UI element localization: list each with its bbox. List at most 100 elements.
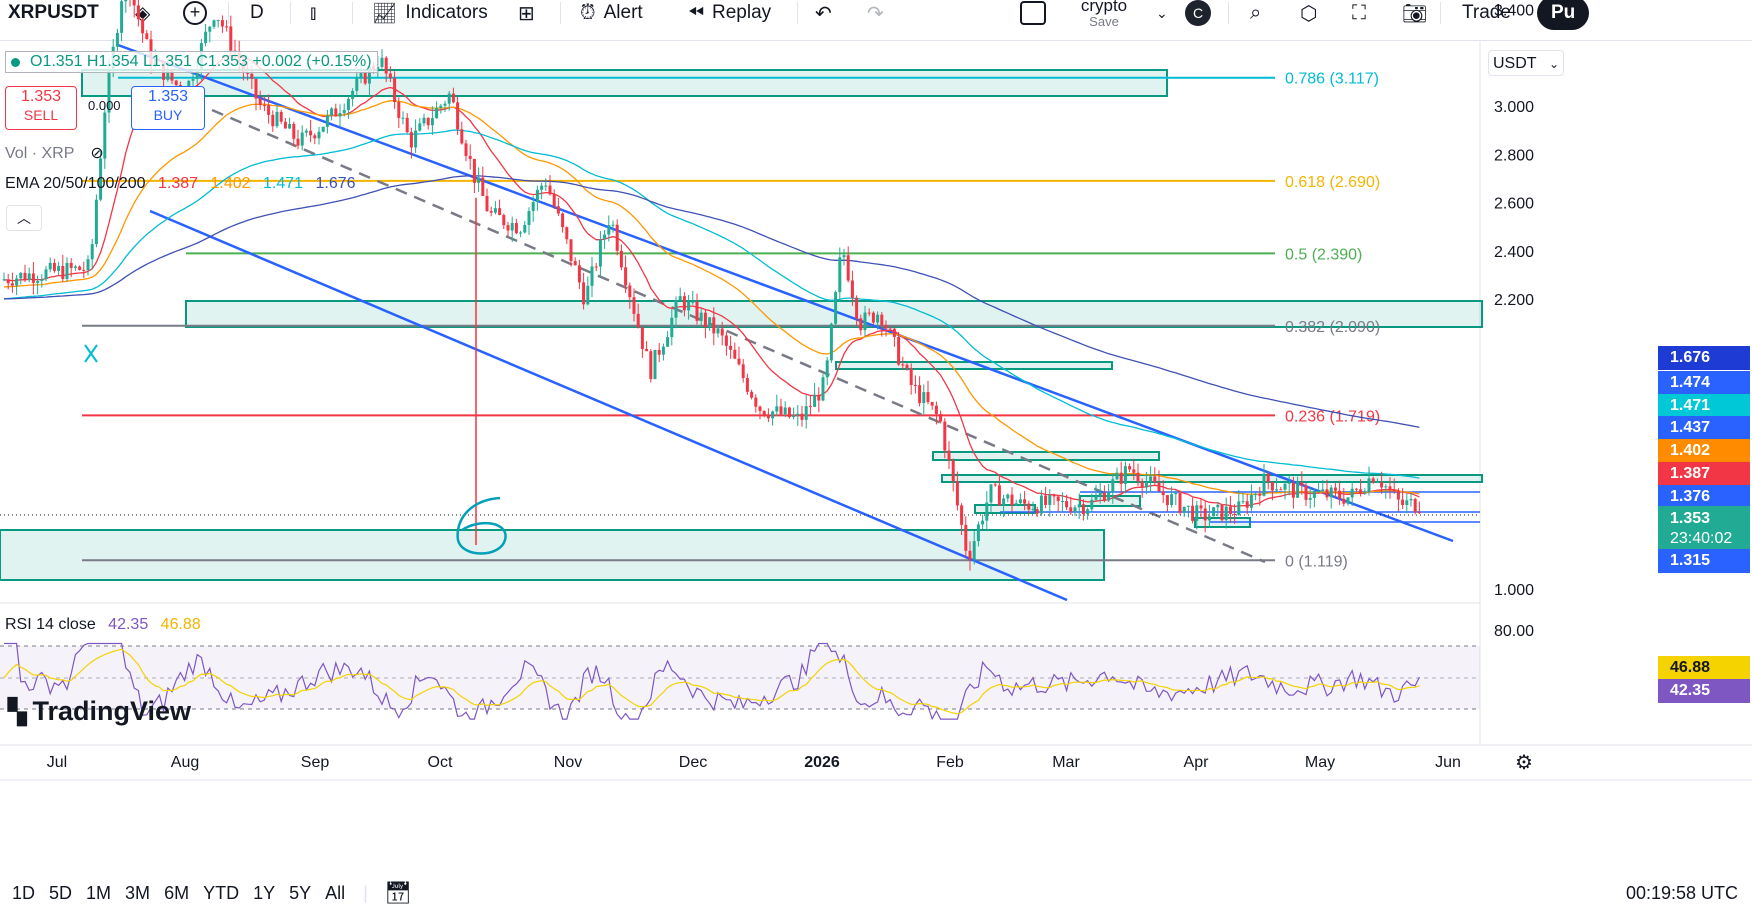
candle-body <box>78 266 82 270</box>
annotation-cross-drawing[interactable] <box>84 344 98 363</box>
sell-button[interactable]: 1.353 SELL <box>5 86 77 130</box>
timeframe-ytd[interactable]: YTD <box>203 882 240 903</box>
candle-body <box>262 105 266 107</box>
rsi-line <box>4 642 1420 721</box>
zone-2390[interactable] <box>185 300 1483 328</box>
fullscreen-icon[interactable]: ⛶ <box>1352 1 1366 24</box>
candle-body <box>191 78 195 81</box>
quick-search-icon[interactable]: ⌕ <box>1250 1 1262 24</box>
chart-settings-gear-icon[interactable]: ⚙ <box>1515 752 1533 774</box>
candle-body <box>31 273 35 283</box>
candle-body <box>1002 498 1006 506</box>
time-axis[interactable]: Jul Aug Sep Oct Nov Dec 2026 Feb Mar Apr May Jun <box>47 754 1461 771</box>
candle-body <box>1270 482 1274 491</box>
candle-body <box>124 0 128 2</box>
timeframe-3m[interactable]: 3M <box>125 882 151 903</box>
candle-body <box>1228 506 1232 514</box>
candle-body <box>985 502 989 521</box>
time-axis-label: Feb <box>936 754 964 771</box>
timeframe-1d[interactable]: 1D <box>12 882 36 903</box>
time-axis-label: Jun <box>1435 754 1461 771</box>
layout-name-button[interactable]: crypto Save <box>1076 0 1132 29</box>
undo-icon[interactable]: ↶ <box>815 2 832 25</box>
candle-body <box>204 31 208 44</box>
candle-body <box>720 328 724 336</box>
timeframe-1y[interactable]: 1Y <box>253 882 276 903</box>
candle-body <box>947 450 951 461</box>
templates-icon[interactable]: ⊞ <box>518 2 535 25</box>
candle-body <box>136 5 140 20</box>
interval-button[interactable]: D <box>250 0 264 26</box>
buy-button[interactable]: 1.353 BUY <box>131 86 205 130</box>
rsi-tag: 46.88 <box>1658 656 1750 680</box>
candle-body <box>825 360 829 378</box>
price-axis[interactable]: 3.4003.2003.0002.8002.6002.4002.2001.000… <box>1494 2 1534 640</box>
candle-body <box>821 377 825 401</box>
candle-body <box>86 259 90 271</box>
candle-body <box>1102 492 1106 501</box>
ema-line <box>3 100 1420 495</box>
indicators-label: Indicators <box>405 2 488 23</box>
candle-body <box>27 273 31 281</box>
symbol-search[interactable]: XRPUSDT <box>8 0 99 26</box>
candle-body <box>275 111 279 127</box>
candle-body <box>99 158 103 200</box>
candle-body <box>342 110 346 114</box>
date-range-calendar-icon[interactable]: 📅︎ <box>383 880 412 905</box>
candle-body <box>23 272 27 281</box>
rsi-ma-line <box>3 648 1420 715</box>
channel-upper-line[interactable] <box>117 43 1454 543</box>
candle-body <box>1304 485 1308 500</box>
timeframe-all[interactable]: All <box>325 882 346 903</box>
alert-button[interactable]: ⏰︎ Alert <box>580 0 643 26</box>
tradingview-logo: ▚ TradingView <box>8 696 191 727</box>
replay-button[interactable]: ⏪︎ Replay <box>688 0 771 26</box>
volume-legend: Vol · XRP ⊘ <box>5 143 104 163</box>
publish-button[interactable]: Pu <box>1537 0 1590 30</box>
fib-retracement[interactable]: 1 (3.661)0.786 (3.117)0.618 (2.690)0.5 (… <box>82 0 1380 570</box>
camera-snapshot-icon[interactable]: 📷︎ <box>1402 2 1428 25</box>
indicators-button[interactable]: 📈︎ Indicators <box>372 0 488 26</box>
candle-body <box>208 26 212 32</box>
demand-zone-bottom[interactable] <box>0 529 1105 581</box>
supply-zone-top[interactable] <box>81 69 1168 97</box>
alert-clock-icon: ⏰︎ <box>580 1 596 24</box>
hide-eye-icon[interactable]: ⊘ <box>90 145 104 162</box>
ema100-value: 1.471 <box>263 175 304 192</box>
compare-add-icon[interactable]: + <box>183 0 215 26</box>
currency-selector[interactable]: USDT ⌄ <box>1488 50 1564 76</box>
layout-dropdown-chevron-icon[interactable]: ⌄ <box>1156 4 1168 21</box>
candle-body <box>296 138 300 146</box>
timeframe-1m[interactable]: 1M <box>86 882 112 903</box>
candle-body <box>498 208 502 216</box>
candle-body <box>1052 495 1056 497</box>
candle-body <box>1300 482 1304 486</box>
candle-body <box>561 213 565 228</box>
candle-body <box>699 312 703 321</box>
candle-body <box>1291 482 1295 498</box>
candle-body <box>514 222 518 234</box>
candle-body <box>1245 501 1249 508</box>
utc-clock[interactable]: 00:19:58 UTC <box>1625 882 1738 903</box>
timeframe-5d[interactable]: 5D <box>49 882 73 903</box>
zone-small-3[interactable] <box>941 474 1483 483</box>
redo-icon[interactable]: ↷ <box>867 2 884 25</box>
layout-square-icon[interactable] <box>1020 0 1046 26</box>
candle-body <box>1073 507 1077 513</box>
settings-gear-icon[interactable]: ⬡ <box>1300 2 1318 25</box>
timeframe-6m[interactable]: 6M <box>164 882 190 903</box>
avatar[interactable]: C <box>1185 0 1211 26</box>
collapse-legend-chevron-icon[interactable]: ︿ <box>6 205 42 231</box>
annotation-six-drawing[interactable] <box>456 496 507 555</box>
channel-mid-dashed-line[interactable] <box>211 108 1266 564</box>
timeframe-5y[interactable]: 5Y <box>289 882 312 903</box>
trade-button[interactable]: Trade <box>1462 0 1511 26</box>
zone-small-2[interactable] <box>932 451 1160 461</box>
candle-body <box>141 19 145 34</box>
candle-body <box>813 394 817 407</box>
chart-type-candles-icon[interactable]: ⫾ <box>310 1 317 24</box>
channel-lower-line[interactable] <box>149 209 1068 602</box>
candle-body <box>40 279 44 281</box>
candle-body <box>989 484 993 503</box>
